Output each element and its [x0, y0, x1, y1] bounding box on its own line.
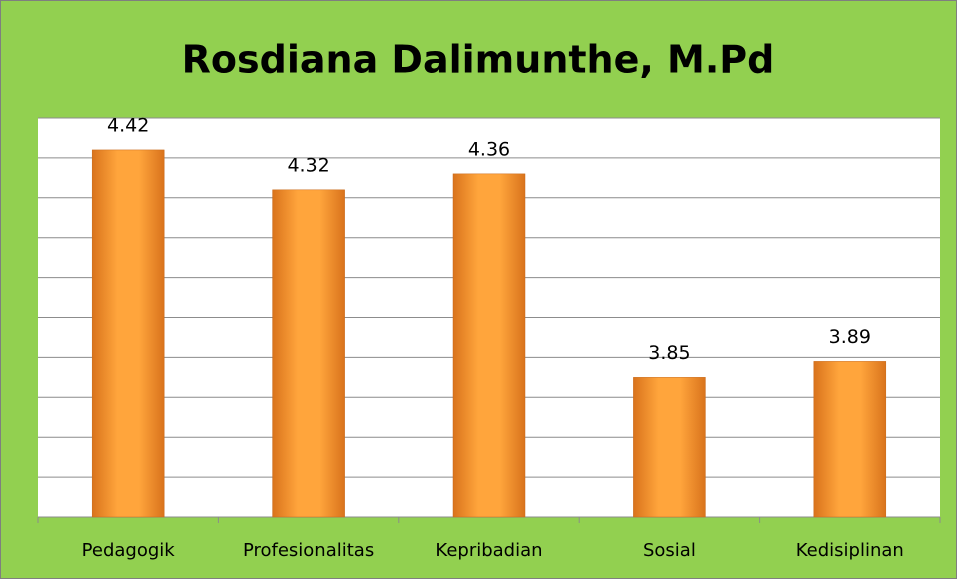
bar — [452, 173, 526, 518]
bar — [813, 361, 887, 518]
x-tick-label: Kedisiplinan — [796, 540, 904, 561]
data-label: 4.36 — [468, 138, 510, 160]
x-tick-label: Kepribadian — [435, 540, 542, 561]
bar — [272, 189, 345, 518]
data-label: 3.85 — [648, 342, 690, 364]
data-label: 3.89 — [829, 326, 871, 348]
x-tick-label: Pedagogik — [82, 540, 176, 561]
x-tick-label: Sosial — [643, 540, 696, 561]
data-label: 4.42 — [107, 114, 149, 136]
bar — [633, 377, 706, 518]
x-tick-label: Profesionalitas — [243, 540, 374, 561]
data-label: 4.32 — [287, 154, 329, 176]
chart-title: Rosdiana Dalimunthe, M.Pd — [182, 38, 775, 82]
bar — [91, 149, 165, 518]
